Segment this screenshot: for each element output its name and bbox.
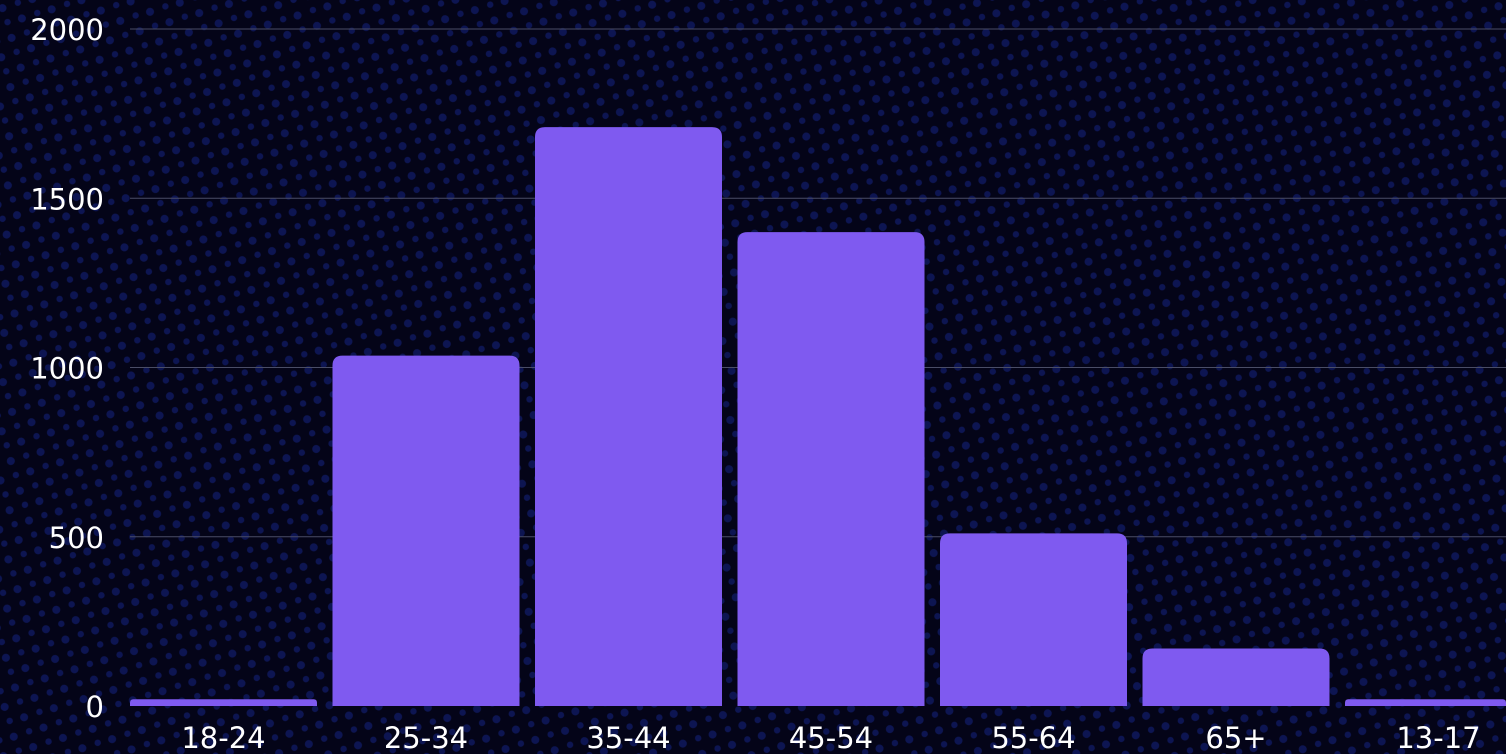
y-tick-label: 500: [49, 521, 104, 555]
x-tick-label: 13-17: [1396, 721, 1480, 754]
x-axis-tick-labels: 18-24 25-34 35-44 45-54 55-64 65+ 13-17: [181, 721, 1480, 754]
bar-18-24: [130, 699, 317, 706]
y-axis-tick-labels: 0 500 1000 1500 2000: [30, 13, 104, 724]
bar-55-64: [940, 533, 1127, 706]
bar-35-44: [535, 127, 722, 707]
x-tick-label: 45-54: [789, 721, 873, 754]
x-tick-label: 18-24: [181, 721, 265, 754]
x-tick-label: 35-44: [586, 721, 670, 754]
x-tick-label: 65+: [1205, 721, 1266, 754]
bar-13-17: [1345, 699, 1506, 706]
bars: [130, 127, 1506, 707]
y-tick-label: 1500: [30, 182, 104, 216]
bar-25-34: [332, 355, 520, 706]
y-tick-label: 2000: [30, 13, 104, 47]
y-tick-label: 1000: [30, 352, 104, 386]
bar-65+: [1142, 648, 1330, 706]
x-tick-label: 55-64: [991, 721, 1075, 754]
y-tick-label: 0: [86, 690, 104, 724]
bar-45-54: [737, 232, 925, 706]
x-tick-label: 25-34: [384, 721, 468, 754]
